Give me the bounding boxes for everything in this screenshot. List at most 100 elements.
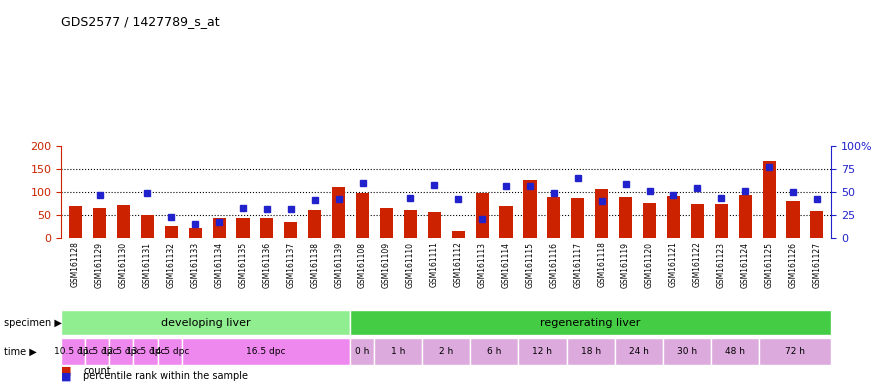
Bar: [547, 197, 560, 238]
Text: 30 h: 30 h: [677, 347, 697, 356]
FancyBboxPatch shape: [61, 338, 86, 365]
Text: GSM161108: GSM161108: [358, 242, 367, 288]
Bar: [619, 197, 632, 238]
Bar: [93, 208, 106, 238]
Text: ■: ■: [61, 371, 72, 381]
Text: GSM161132: GSM161132: [167, 242, 176, 288]
Text: time ▶: time ▶: [4, 346, 37, 356]
Text: GSM161134: GSM161134: [214, 242, 224, 288]
FancyBboxPatch shape: [471, 338, 518, 365]
FancyBboxPatch shape: [518, 338, 567, 365]
Bar: [690, 204, 704, 238]
Text: 18 h: 18 h: [581, 347, 600, 356]
Text: GSM161111: GSM161111: [430, 242, 438, 287]
Text: 12 h: 12 h: [533, 347, 552, 356]
Text: regenerating liver: regenerating liver: [541, 318, 640, 328]
Text: GSM161115: GSM161115: [526, 242, 535, 288]
Text: GSM161122: GSM161122: [693, 242, 702, 287]
Text: GSM161117: GSM161117: [573, 242, 582, 288]
Text: ■: ■: [61, 366, 72, 376]
Text: GSM161116: GSM161116: [550, 242, 558, 288]
Text: GSM161114: GSM161114: [501, 242, 510, 288]
Text: GSM161120: GSM161120: [645, 242, 654, 288]
Bar: [667, 196, 680, 238]
FancyBboxPatch shape: [109, 338, 134, 365]
Bar: [236, 218, 249, 238]
Bar: [452, 231, 465, 238]
Text: GSM161113: GSM161113: [478, 242, 487, 288]
Text: 48 h: 48 h: [725, 347, 745, 356]
Text: 10.5 dpc: 10.5 dpc: [53, 347, 93, 356]
Text: GSM161126: GSM161126: [788, 242, 797, 288]
Text: 13.5 dpc: 13.5 dpc: [126, 347, 165, 356]
Bar: [261, 218, 274, 238]
Text: 1 h: 1 h: [391, 347, 405, 356]
FancyBboxPatch shape: [350, 310, 831, 334]
Text: GSM161135: GSM161135: [239, 242, 248, 288]
Bar: [141, 215, 154, 238]
Text: 2 h: 2 h: [439, 347, 453, 356]
Text: GSM161110: GSM161110: [406, 242, 415, 288]
Bar: [380, 208, 393, 238]
FancyBboxPatch shape: [86, 338, 109, 365]
FancyBboxPatch shape: [182, 338, 350, 365]
FancyBboxPatch shape: [158, 338, 182, 365]
Text: 11.5 dpc: 11.5 dpc: [78, 347, 117, 356]
Bar: [403, 210, 417, 238]
Bar: [428, 212, 441, 238]
Text: GSM161124: GSM161124: [740, 242, 750, 288]
Text: specimen ▶: specimen ▶: [4, 318, 62, 328]
Bar: [571, 198, 584, 238]
Bar: [810, 211, 823, 238]
FancyBboxPatch shape: [350, 338, 374, 365]
Text: GSM161139: GSM161139: [334, 242, 343, 288]
FancyBboxPatch shape: [663, 338, 711, 365]
Bar: [643, 203, 656, 238]
Text: GSM161118: GSM161118: [597, 242, 606, 287]
Text: GSM161130: GSM161130: [119, 242, 128, 288]
Text: 6 h: 6 h: [487, 347, 501, 356]
Bar: [117, 205, 130, 238]
Text: 72 h: 72 h: [785, 347, 805, 356]
FancyBboxPatch shape: [423, 338, 471, 365]
Text: count: count: [83, 366, 111, 376]
Text: 16.5 dpc: 16.5 dpc: [246, 347, 285, 356]
Text: GSM161131: GSM161131: [143, 242, 152, 288]
Text: GSM161136: GSM161136: [262, 242, 271, 288]
Text: 12.5 dpc: 12.5 dpc: [102, 347, 141, 356]
Text: 24 h: 24 h: [629, 347, 648, 356]
Bar: [164, 226, 178, 238]
FancyBboxPatch shape: [374, 338, 423, 365]
Bar: [69, 206, 82, 238]
FancyBboxPatch shape: [134, 338, 158, 365]
Bar: [284, 222, 298, 238]
Bar: [475, 194, 489, 238]
FancyBboxPatch shape: [614, 338, 663, 365]
Text: GSM161125: GSM161125: [765, 242, 774, 288]
Bar: [787, 201, 800, 238]
Bar: [332, 187, 346, 238]
Text: GSM161138: GSM161138: [311, 242, 319, 288]
Text: GSM161119: GSM161119: [621, 242, 630, 288]
Bar: [189, 228, 202, 238]
Text: developing liver: developing liver: [161, 318, 250, 328]
Text: percentile rank within the sample: percentile rank within the sample: [83, 371, 248, 381]
Text: GSM161109: GSM161109: [382, 242, 391, 288]
Text: GDS2577 / 1427789_s_at: GDS2577 / 1427789_s_at: [61, 15, 220, 28]
Text: GSM161133: GSM161133: [191, 242, 200, 288]
Text: 0 h: 0 h: [355, 347, 369, 356]
FancyBboxPatch shape: [711, 338, 760, 365]
Bar: [523, 180, 536, 238]
Text: GSM161112: GSM161112: [454, 242, 463, 287]
Text: GSM161121: GSM161121: [668, 242, 678, 287]
Bar: [738, 195, 752, 238]
Bar: [356, 194, 369, 238]
Text: GSM161137: GSM161137: [286, 242, 296, 288]
Bar: [595, 189, 608, 238]
Text: 14.5 dpc: 14.5 dpc: [150, 347, 189, 356]
Text: GSM161129: GSM161129: [95, 242, 104, 288]
FancyBboxPatch shape: [61, 310, 350, 334]
Text: GSM161123: GSM161123: [717, 242, 725, 288]
Bar: [762, 161, 775, 238]
Bar: [213, 218, 226, 238]
